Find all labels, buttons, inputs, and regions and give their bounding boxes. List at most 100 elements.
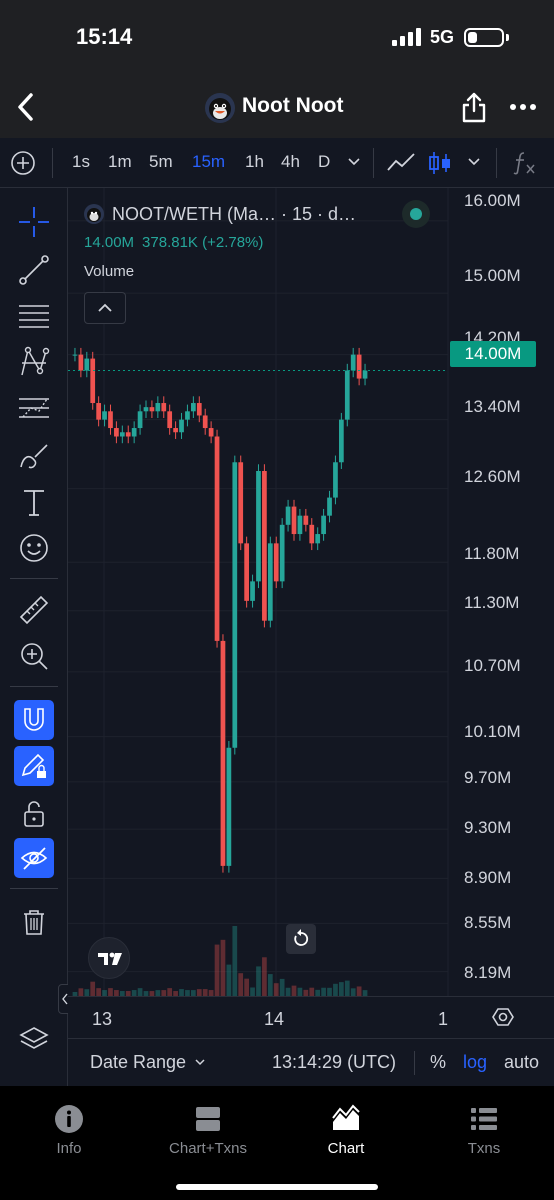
volume-bar bbox=[108, 988, 113, 996]
volume-indicator-label[interactable]: Volume bbox=[84, 263, 135, 280]
candle bbox=[202, 415, 208, 429]
date-range-chevron-icon[interactable] bbox=[194, 1057, 206, 1067]
interval-15m[interactable]: 15m bbox=[192, 152, 226, 171]
magnet-tool[interactable] bbox=[14, 700, 54, 740]
volume-bar bbox=[90, 981, 96, 996]
candle bbox=[333, 462, 338, 498]
stay-in-drawing-tool[interactable] bbox=[14, 746, 54, 786]
nav-bar: Noot Noot bbox=[0, 78, 554, 138]
candle bbox=[309, 524, 315, 544]
token-avatar bbox=[205, 93, 235, 123]
candle bbox=[214, 436, 220, 641]
battery-icon bbox=[464, 28, 504, 47]
volume-bar bbox=[362, 990, 368, 996]
date-range-button[interactable]: Date Range bbox=[90, 1052, 187, 1072]
emoji-tool[interactable] bbox=[14, 528, 54, 568]
interval-1m[interactable]: 1m bbox=[108, 152, 132, 171]
candles-icon[interactable] bbox=[426, 150, 456, 176]
auto-scale-toggle[interactable]: auto bbox=[504, 1052, 540, 1072]
volume-bar bbox=[161, 990, 167, 996]
chart-pane[interactable] bbox=[68, 188, 554, 1086]
delete-drawings-tool[interactable] bbox=[14, 902, 54, 942]
volume-bar bbox=[119, 991, 125, 996]
forecast-tool[interactable] bbox=[14, 388, 54, 428]
candle bbox=[250, 581, 255, 601]
tab-chart-txns[interactable]: Chart+Txns bbox=[143, 1104, 273, 1157]
tradingview-logo[interactable] bbox=[88, 937, 130, 979]
interval-1s[interactable]: 1s bbox=[72, 152, 90, 171]
interval-1h[interactable]: 1h bbox=[245, 152, 264, 171]
crosshair-tool[interactable] bbox=[14, 202, 54, 242]
tab-txns[interactable]: Txns bbox=[419, 1104, 549, 1157]
chart-type-dropdown-icon[interactable] bbox=[467, 156, 481, 168]
candle bbox=[267, 543, 273, 621]
log-scale-toggle[interactable]: log bbox=[463, 1052, 488, 1072]
zoom-tool[interactable] bbox=[14, 636, 54, 676]
brush-tool[interactable] bbox=[14, 436, 54, 476]
candle bbox=[273, 543, 279, 582]
tool-divider bbox=[10, 578, 58, 579]
ruler-icon bbox=[19, 595, 49, 625]
candle bbox=[350, 354, 356, 371]
volume-bar bbox=[238, 973, 244, 996]
signal-icon bbox=[392, 28, 421, 46]
volume-bar bbox=[327, 987, 332, 996]
tab-chart[interactable]: Chart bbox=[281, 1104, 411, 1157]
candle bbox=[321, 515, 326, 535]
legend-symbol[interactable]: NOOT/WETH (Ma… · 15 · d… bbox=[112, 204, 357, 224]
text-tool[interactable] bbox=[14, 482, 54, 522]
settings-icon[interactable] bbox=[490, 1004, 516, 1030]
volume-bar bbox=[321, 987, 326, 996]
volume-bar bbox=[78, 988, 84, 996]
price-scale-label: 10.70M bbox=[464, 656, 521, 675]
interval-d[interactable]: D bbox=[318, 152, 331, 171]
measure-tool[interactable] bbox=[14, 590, 54, 630]
utc-clock[interactable]: 13:14:29 (UTC) bbox=[272, 1052, 397, 1072]
interval-dropdown-icon[interactable] bbox=[347, 156, 361, 168]
tab-info[interactable]: Info bbox=[4, 1104, 134, 1157]
trend-line-tool[interactable] bbox=[14, 250, 54, 290]
zoom-in-icon bbox=[21, 643, 48, 670]
add-symbol-icon[interactable] bbox=[10, 150, 36, 176]
drawing-toolbar bbox=[0, 188, 68, 1086]
candle bbox=[344, 370, 350, 420]
trash-icon bbox=[24, 910, 44, 935]
volume-bar bbox=[226, 964, 232, 996]
hide-drawings-tool[interactable] bbox=[14, 838, 54, 878]
line-chart-icon[interactable] bbox=[386, 150, 416, 176]
volume-bar bbox=[315, 989, 321, 996]
tool-divider bbox=[10, 686, 58, 687]
candle bbox=[232, 462, 238, 748]
pattern-tool[interactable] bbox=[14, 342, 54, 382]
volume-bar bbox=[84, 989, 90, 996]
indicators-fx-icon[interactable] bbox=[510, 150, 540, 176]
volume-bar bbox=[309, 987, 315, 996]
reset-chart-button[interactable] bbox=[286, 924, 316, 954]
legend-collapse-button[interactable] bbox=[84, 292, 126, 324]
price-chart[interactable] bbox=[68, 188, 554, 996]
legend-token-icon bbox=[84, 204, 104, 224]
volume-bar bbox=[102, 990, 107, 996]
market-status-icon[interactable] bbox=[402, 200, 430, 228]
candle bbox=[256, 470, 261, 582]
status-bar: 15:14 5G bbox=[0, 0, 554, 78]
time-axis[interactable]: 13 14 1 bbox=[68, 996, 554, 1038]
back-chevron-icon[interactable] bbox=[12, 90, 42, 124]
horizontal-lines-tool[interactable] bbox=[14, 296, 54, 336]
candle bbox=[191, 403, 196, 412]
object-tree-tool[interactable] bbox=[14, 1020, 54, 1060]
interval-5m[interactable]: 5m bbox=[149, 152, 173, 171]
share-icon[interactable] bbox=[460, 90, 488, 124]
lock-drawings-tool[interactable] bbox=[14, 794, 54, 834]
volume-bar bbox=[125, 991, 131, 996]
time-label: 1 bbox=[438, 1009, 449, 1029]
candle bbox=[327, 497, 332, 516]
percent-scale-toggle[interactable]: % bbox=[430, 1052, 447, 1072]
candle bbox=[297, 515, 303, 535]
candle bbox=[161, 403, 167, 412]
battery-tip bbox=[506, 34, 509, 41]
candle bbox=[362, 370, 368, 379]
more-icon[interactable] bbox=[508, 94, 538, 120]
interval-4h[interactable]: 4h bbox=[281, 152, 300, 171]
list-icon bbox=[471, 1108, 497, 1130]
